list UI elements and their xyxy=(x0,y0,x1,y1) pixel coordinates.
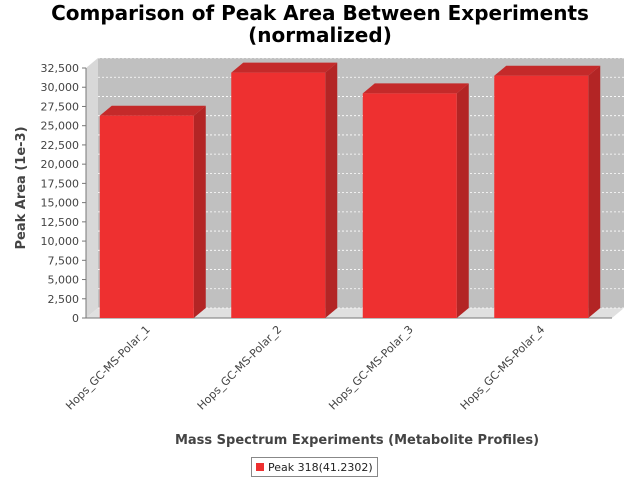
x-tick-label: Hops_GC-MS-Polar_4 xyxy=(458,323,548,413)
legend: Peak 318(41.2302) xyxy=(251,457,378,477)
y-tick-label: 5,000 xyxy=(48,274,80,287)
bar xyxy=(362,83,469,318)
bars xyxy=(99,62,601,318)
bar-top xyxy=(494,65,601,76)
x-tick-label: Hops_GC-MS-Polar_1 xyxy=(63,323,153,413)
plot-floor xyxy=(86,308,624,318)
legend-swatch xyxy=(256,463,264,471)
bar xyxy=(494,65,601,318)
bar-side xyxy=(193,105,206,318)
y-tick-label: 25,000 xyxy=(41,120,80,133)
bar-side xyxy=(456,83,469,318)
y-tick-label: 32,500 xyxy=(41,62,80,75)
y-tick-label: 15,000 xyxy=(41,197,80,210)
bar-top xyxy=(99,105,206,116)
y-tick-label: 27,500 xyxy=(41,100,80,113)
bar-front xyxy=(99,115,194,318)
bar-top xyxy=(362,83,469,94)
plot-back-wall xyxy=(98,58,624,308)
chart-title: Comparison of Peak Area Between Experime… xyxy=(0,2,640,46)
x-axis-label: Mass Spectrum Experiments (Metabolite Pr… xyxy=(175,433,539,448)
y-tick-label: 7,500 xyxy=(48,254,80,267)
y-tick-label: 20,000 xyxy=(41,158,80,171)
x-axis-ticks: Hops_GC-MS-Polar_1 Hops_GC-MS-Polar_2 Hops… xyxy=(63,323,547,413)
y-tick-label: 30,000 xyxy=(41,81,80,94)
bar-side xyxy=(325,62,338,318)
y-tick-label: 22,500 xyxy=(41,139,80,152)
bar-front xyxy=(494,75,589,318)
chart-title-line1: Comparison of Peak Area Between Experime… xyxy=(51,1,589,25)
y-tick-label: 12,500 xyxy=(41,216,80,229)
bar xyxy=(231,62,338,318)
bar-front xyxy=(362,93,457,318)
y-tick-label: 17,500 xyxy=(41,177,80,190)
chart-title-line2: (normalized) xyxy=(248,23,392,47)
bar-front xyxy=(231,72,326,318)
plot-side-wall xyxy=(86,58,98,318)
y-tick-label: 2,500 xyxy=(48,293,80,306)
y-axis-ticks: 0 2,500 5,000 7,500 10,000 12,500 15,000 17,500… xyxy=(41,62,86,325)
bar xyxy=(99,105,206,318)
legend-label: Peak 318(41.2302) xyxy=(268,460,373,474)
x-tick-label: Hops_GC-MS-Polar_3 xyxy=(326,323,416,413)
bar-side xyxy=(588,65,601,318)
y-tick-label: 10,000 xyxy=(41,235,80,248)
y-axis-label: Peak Area (1e-3) xyxy=(14,126,29,249)
bar-top xyxy=(231,62,338,73)
x-tick-label: Hops_GC-MS-Polar_2 xyxy=(195,323,285,413)
y-tick-label: 0 xyxy=(72,312,79,325)
